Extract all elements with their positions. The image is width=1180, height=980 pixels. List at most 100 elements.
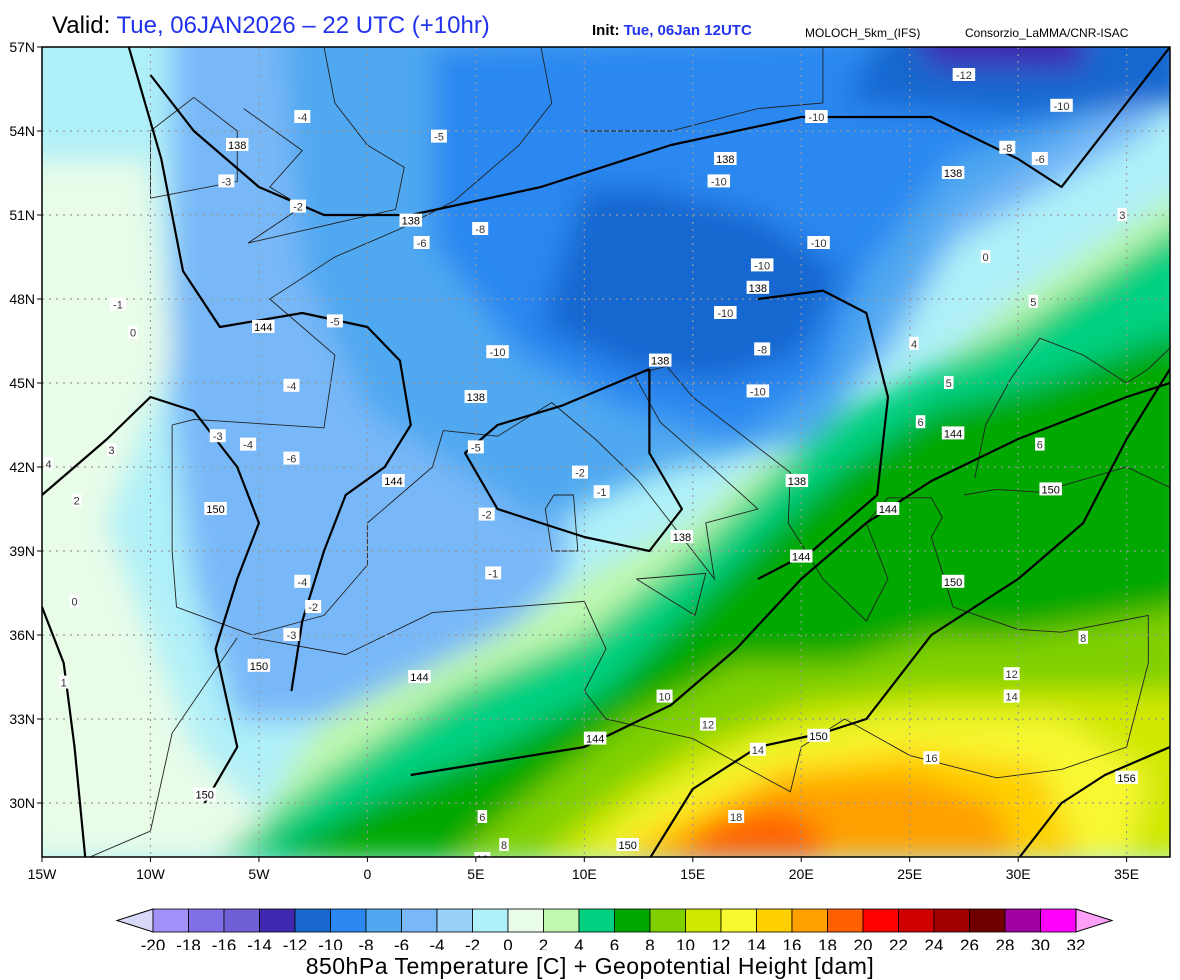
temperature-label-bg	[71, 493, 82, 507]
temperature-label-bg	[467, 440, 484, 454]
temperature-label: -6	[417, 238, 427, 250]
colorbar-swatch	[507, 908, 544, 933]
coastline	[171, 365, 943, 636]
height-label: 138	[651, 356, 669, 368]
colorbar-tick-label: 22	[889, 936, 908, 950]
temperature-label-bg	[1003, 667, 1020, 681]
lon-tick-label: 5E	[467, 866, 484, 882]
height-label: 138	[716, 154, 734, 166]
temperature-label-bg	[294, 110, 311, 123]
colorbar-swatch	[649, 908, 686, 933]
temperature-label: -10	[811, 238, 827, 250]
colorbar-tick-label: 6	[610, 936, 619, 950]
coastline	[243, 47, 405, 244]
temperature-label-bg	[413, 236, 430, 249]
temperature-label: 12	[1006, 669, 1018, 681]
temperature-label-bg	[593, 485, 610, 499]
temperature-label-bg	[1078, 630, 1088, 644]
init-label: Init:	[592, 22, 620, 39]
height-label-bg	[583, 731, 607, 745]
height-label-bg	[204, 502, 227, 515]
valid-value: Tue, 06JAN2026 – 22 UTC (+10hr)	[116, 12, 490, 39]
colorbar-tick-label: -10	[318, 936, 343, 950]
colorbar-tick-label: 0	[503, 936, 512, 950]
temperature-label: 6	[917, 417, 923, 429]
temperature-label: -10	[711, 176, 727, 188]
colorbar-swatch	[791, 908, 828, 933]
lat-tick-label: 42N	[9, 459, 35, 475]
colorbar-swatch	[685, 908, 722, 933]
temperature-label: 18	[730, 812, 742, 824]
temperature-label: 10	[476, 854, 488, 866]
height-label: 138	[467, 392, 485, 404]
temperature-label-bg	[283, 378, 300, 392]
lon-tick-label: 15E	[680, 866, 705, 882]
geopotential-contours	[42, 47, 1170, 857]
colorbar-tick-label: -8	[358, 936, 373, 950]
map-axes: 57N 54N 51N 48N 45N 42N 39N 36N 33N 30N 15W 10W 5W 0 5…	[9, 39, 1139, 882]
temperature-label-bg	[294, 574, 311, 588]
temperature-label: 4	[911, 339, 917, 351]
height-label-bg	[1115, 770, 1138, 784]
temperature-label-bg	[923, 751, 940, 765]
temperature-label: 5	[946, 378, 952, 390]
colorbar-tick-label: -16	[212, 936, 237, 950]
coastline	[252, 517, 1149, 793]
height-label: 150	[809, 731, 827, 743]
colorbar-swatch	[401, 908, 438, 933]
height-contour	[463, 367, 684, 553]
colorbar-swatch	[472, 908, 509, 933]
temperature-label: -5	[471, 442, 481, 454]
temperature-label: -4	[243, 440, 253, 452]
height-label-bg	[648, 353, 672, 367]
height-label: 138	[673, 532, 691, 544]
height-contour	[410, 381, 1170, 777]
height-label: 144	[384, 476, 402, 488]
temperature-label-bg	[707, 174, 731, 188]
colorbar-swatch	[436, 908, 473, 933]
colorbar-tick-label: 2	[539, 936, 548, 950]
temperature-label: 16	[925, 753, 937, 765]
height-label: 138	[402, 216, 420, 228]
temperature-label-bg	[805, 110, 828, 123]
height-label: 144	[792, 552, 810, 564]
temperature-label-bg	[128, 325, 138, 339]
lat-tick-label: 54N	[9, 123, 35, 139]
temperature-label: 1	[61, 678, 67, 690]
height-label: 138	[788, 476, 806, 488]
colorbar-tick-label: -14	[247, 936, 272, 950]
height-label-bg	[408, 670, 431, 683]
init-value: Tue, 06Jan 12UTC	[623, 22, 752, 39]
temperature-label: 3	[1119, 210, 1125, 222]
map-grid	[42, 47, 1170, 857]
height-label-bg	[807, 728, 830, 742]
temperature-label-bg	[749, 742, 766, 756]
colorbar: -20 -18 -16 -14 -12 -10 -8 -6 -4 -2 0 2 4 6 8 10 12 14 16 1…	[115, 908, 1114, 950]
height-label: 150	[619, 840, 637, 852]
temperature-label-bg	[218, 174, 235, 188]
temperature-band	[42, 159, 362, 857]
colorbar-swatch	[969, 908, 1006, 933]
temperature-label-bg	[1028, 294, 1039, 308]
height-label: 150	[1042, 484, 1060, 496]
temperature-label: -10	[750, 386, 766, 398]
temperature-label-bg	[430, 129, 447, 143]
temperature-label: 0	[130, 328, 136, 340]
temperature-label: -5	[434, 132, 444, 144]
colorbar-swatch	[578, 908, 615, 933]
colorbar-tick-label: 26	[960, 936, 979, 950]
temperature-label: 5	[1030, 297, 1036, 309]
colorbar-under-arrow	[115, 908, 154, 933]
weather-map: -12-10-10-10-10-10-10-10-10-8-8-8-6-6-6-…	[9, 39, 1171, 950]
colorbar-tick-label: 14	[747, 936, 766, 950]
temperature-label: -8	[1002, 143, 1012, 155]
height-label-bg	[941, 574, 965, 588]
colorbar-tick-label: 30	[1031, 936, 1050, 950]
temperature-label-bg	[283, 451, 300, 465]
temperature-label: 0	[983, 252, 989, 264]
height-label: 138	[944, 168, 962, 180]
colorbar-title: 850hPa Temperature [C] + Geopotential He…	[305, 953, 875, 979]
lon-tick-label: 30E	[1006, 866, 1031, 882]
temperature-label: 8	[1080, 633, 1086, 645]
temperature-label: 4	[45, 459, 51, 471]
